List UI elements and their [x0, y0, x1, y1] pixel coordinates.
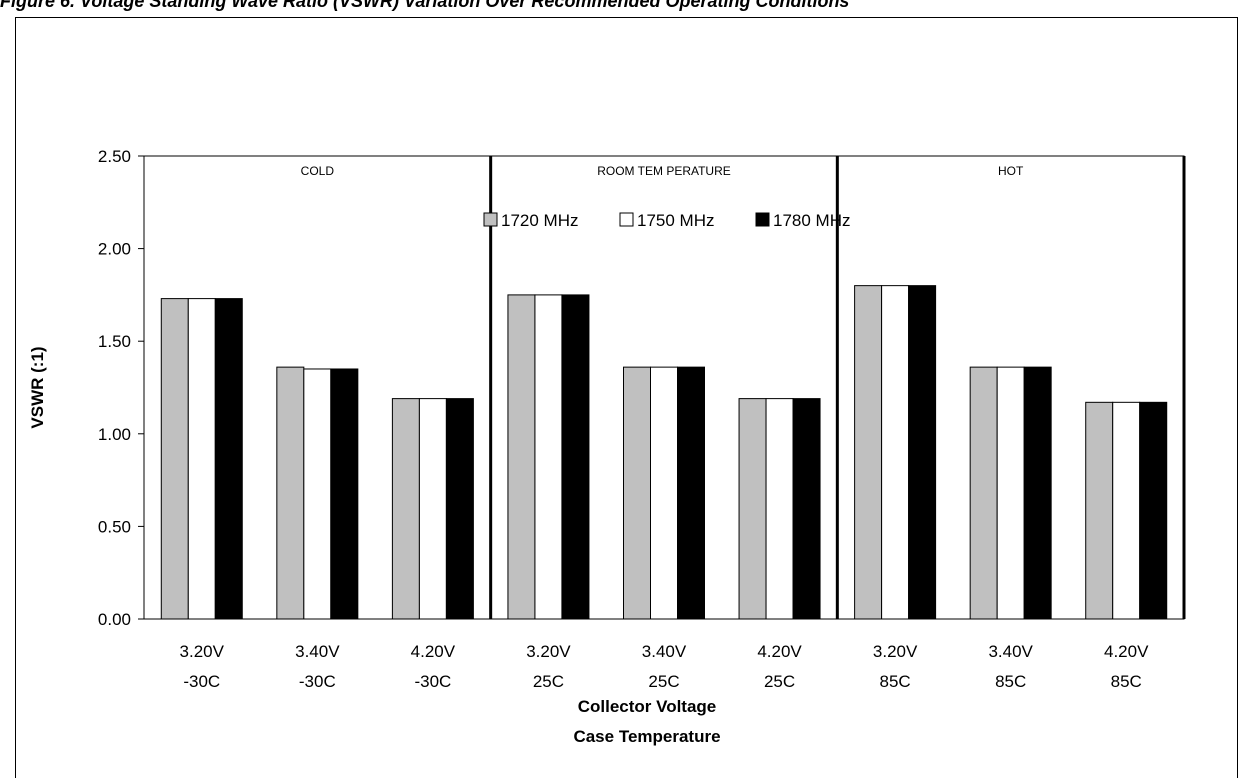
legend-label: 1750 MHz [637, 211, 714, 230]
x-tick-label: 3.40V [642, 642, 687, 661]
bar-1750-mhz [650, 366, 678, 620]
x-tick-label: 85C [995, 672, 1026, 691]
bar-1720-mhz [276, 366, 305, 620]
x-tick-label: 85C [1111, 672, 1142, 691]
x-tick-label: -30C [414, 672, 451, 691]
x-tick-label: 3.20V [873, 642, 918, 661]
group-label: COLD [301, 164, 335, 178]
x-tick-label: 25C [648, 672, 679, 691]
bar-1720-mhz [738, 398, 767, 620]
x-tick-label: -30C [299, 672, 336, 691]
x-tick-label: 25C [764, 672, 795, 691]
y-tick-label: 2.00 [98, 240, 131, 259]
bar-1720-mhz [969, 366, 998, 620]
y-tick-label: 0.50 [98, 517, 131, 536]
bar-1750-mhz [881, 285, 910, 620]
legend-swatch [483, 212, 498, 227]
bar-1750-mhz [534, 294, 563, 620]
y-tick-label: 1.50 [98, 332, 131, 351]
x-tick-label: 25C [533, 672, 564, 691]
x-tick-label: 4.20V [757, 642, 802, 661]
bar-1750-mhz [996, 366, 1025, 620]
x-axis-label: Case Temperature [573, 727, 720, 746]
group-label: ROOM TEM PERATURE [597, 164, 731, 178]
bar-1780-mhz [445, 398, 474, 620]
x-tick-label: -30C [183, 672, 220, 691]
figure-frame [15, 17, 1238, 778]
legend-swatch [619, 212, 634, 227]
y-tick-label: 2.50 [98, 147, 131, 166]
y-tick-label: 1.00 [98, 425, 131, 444]
group-label: HOT [998, 164, 1024, 178]
bar-1750-mhz [765, 398, 794, 620]
x-tick-label: 3.20V [526, 642, 571, 661]
figure-title: Figure 6. Voltage Standing Wave Ratio (V… [0, 0, 850, 11]
bar-1720-mhz [854, 285, 883, 620]
bar-1720-mhz [623, 366, 651, 620]
y-tick-label: 0.00 [98, 610, 131, 629]
y-axis-label: VSWR (:1) [28, 346, 47, 428]
x-axis-label: Collector Voltage [578, 697, 717, 716]
bar-1720-mhz [391, 398, 420, 620]
bar-1750-mhz [187, 298, 216, 620]
bar-1720-mhz [507, 294, 536, 620]
x-tick-label: 3.20V [180, 642, 225, 661]
bar-1720-mhz [160, 298, 189, 620]
bar-1780-mhz [677, 366, 705, 620]
bar-1750-mhz [1112, 401, 1141, 620]
bar-1750-mhz [418, 398, 447, 620]
bar-1780-mhz [330, 368, 359, 620]
bar-1750-mhz [303, 368, 332, 620]
x-tick-label: 3.40V [295, 642, 340, 661]
bar-1720-mhz [1085, 401, 1114, 620]
x-tick-label: 4.20V [1104, 642, 1149, 661]
x-tick-label: 4.20V [411, 642, 456, 661]
bar-1780-mhz [908, 285, 937, 620]
bar-1780-mhz [1139, 401, 1168, 620]
legend-label: 1720 MHz [501, 211, 578, 230]
bar-1780-mhz [1023, 366, 1052, 620]
bar-1780-mhz [792, 398, 821, 620]
legend-label: 1780 MHz [773, 211, 850, 230]
x-tick-label: 3.40V [988, 642, 1033, 661]
legend-swatch [755, 212, 770, 227]
bar-1780-mhz [561, 294, 590, 620]
bar-1780-mhz [214, 298, 243, 620]
x-tick-label: 85C [880, 672, 911, 691]
